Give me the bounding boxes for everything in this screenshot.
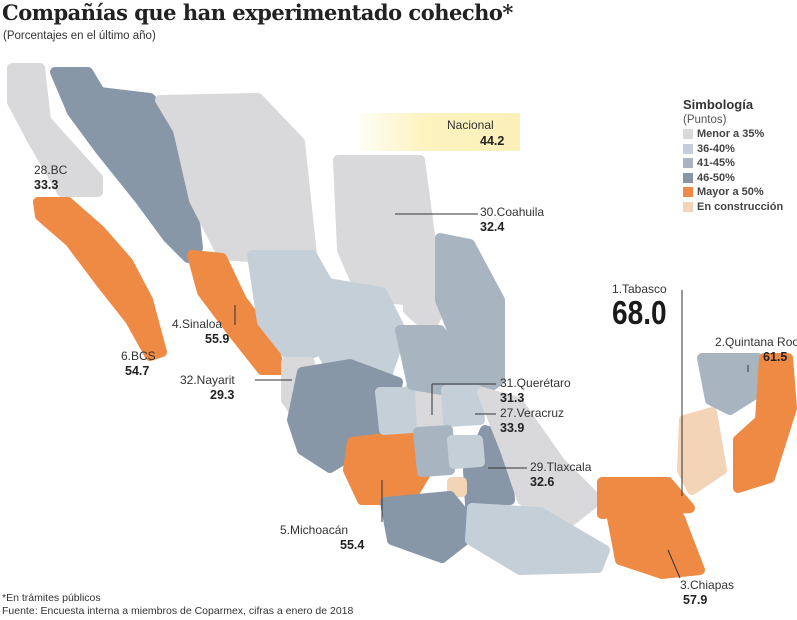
state-value: 32.4 xyxy=(480,220,505,234)
state-sinaloa xyxy=(187,250,285,375)
state-shapes xyxy=(7,63,797,579)
state-value: 61.5 xyxy=(763,350,788,364)
state-morelos xyxy=(447,477,467,497)
legend-item: 41-45% xyxy=(683,156,783,171)
state-label: 4.Sinaloa xyxy=(172,317,223,331)
state-bc xyxy=(7,63,103,197)
state-bcs xyxy=(33,197,167,361)
legend-swatch xyxy=(683,129,693,140)
state-oaxaca xyxy=(465,503,610,575)
legend-swatch xyxy=(683,187,693,198)
state-value: 31.3 xyxy=(500,391,525,405)
state-label: 3.Chiapas xyxy=(680,578,735,592)
state-label: 30.Coahuila xyxy=(480,205,545,219)
state-label: 28.BC xyxy=(34,163,68,177)
state-value: 55.9 xyxy=(205,332,230,346)
legend-swatch xyxy=(683,201,693,212)
legend-item: 36-40% xyxy=(683,142,783,157)
state-value: 33.3 xyxy=(34,178,59,192)
state-value-highlight: 68.0 xyxy=(612,294,667,331)
legend-item: Menor a 35% xyxy=(683,127,783,142)
legend-swatch xyxy=(683,158,693,169)
state-chiapas xyxy=(607,513,705,579)
state-label: 2.Quintana Roo xyxy=(715,335,797,349)
legend-item: 46-50% xyxy=(683,171,783,186)
legend-subtitle: (Puntos) xyxy=(683,113,727,126)
nacional-value: 44.2 xyxy=(480,134,505,148)
nacional-label: Nacional xyxy=(447,118,494,132)
state-value: 55.4 xyxy=(340,538,365,552)
state-value: 33.9 xyxy=(500,421,525,435)
state-value: 57.9 xyxy=(683,593,708,607)
state-label: 6.BCS xyxy=(121,349,156,363)
state-hidalgo xyxy=(441,385,485,427)
state-nuevoleon xyxy=(399,235,450,335)
state-yucatan xyxy=(697,353,767,415)
state-edomex xyxy=(413,425,455,477)
legend-item: Mayor a 50% xyxy=(683,185,783,200)
legend-swatch xyxy=(683,172,693,183)
nacional-highlight xyxy=(360,113,520,151)
state-tabasco xyxy=(597,477,695,519)
state-label: 29.Tlaxcala xyxy=(530,460,592,474)
state-sonora xyxy=(50,67,203,263)
state-label: 32.Nayarit xyxy=(180,373,235,387)
state-value: 32.6 xyxy=(530,475,555,489)
source: Fuente: Encuesta interna a miembros de C… xyxy=(2,605,354,617)
page-title: Compañías que han experimentado cohecho* xyxy=(2,0,513,25)
state-quintanaroo xyxy=(733,353,797,493)
state-guanajuato xyxy=(375,387,417,435)
state-tlaxcala xyxy=(447,435,485,469)
legend: Simbología (Puntos) Menor a 35% 36-40% 4… xyxy=(683,97,783,215)
legend-swatch xyxy=(683,143,693,154)
state-label: 31.Querétaro xyxy=(500,376,571,390)
leader-lines xyxy=(234,213,749,579)
state-campeche xyxy=(677,407,727,495)
footnote: *En trámites públicos xyxy=(2,592,101,604)
state-slp xyxy=(395,325,475,400)
legend-item: En construcción xyxy=(683,200,783,215)
state-value: 29.3 xyxy=(210,388,235,402)
page-subtitle: (Porcentajes en el último año) xyxy=(3,30,156,42)
state-label: 27.Veracruz xyxy=(500,406,565,420)
state-guerrero xyxy=(380,491,483,563)
state-value: 54.7 xyxy=(125,364,150,378)
state-label: 1.Tabasco xyxy=(612,282,667,296)
state-veracruz xyxy=(477,387,603,533)
legend-title: Simbología xyxy=(683,97,754,112)
state-label: 5.Michoacán xyxy=(280,523,349,537)
